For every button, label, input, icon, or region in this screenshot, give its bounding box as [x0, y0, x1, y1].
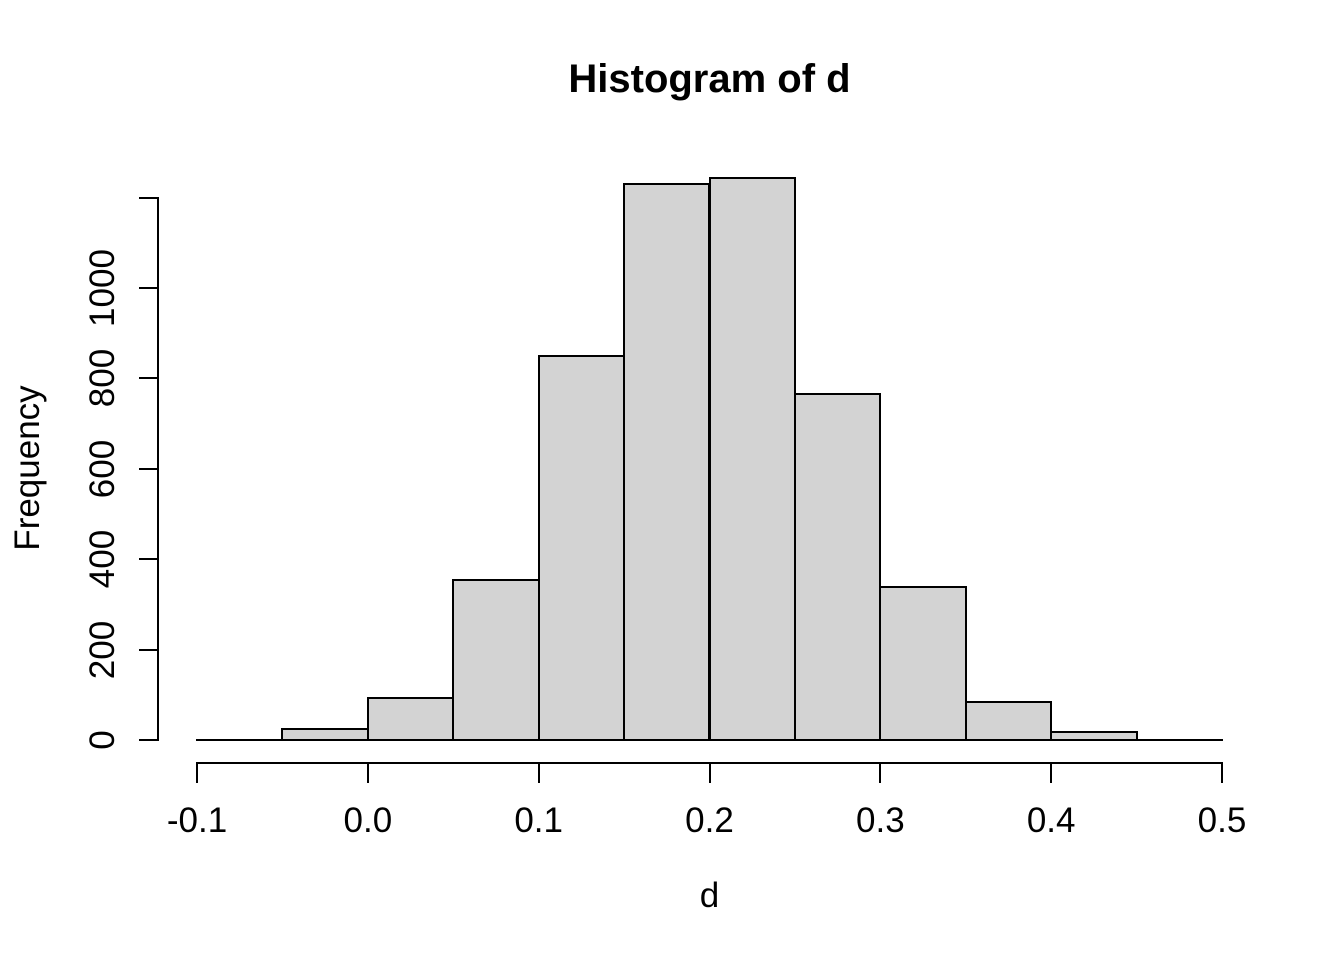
- y-tick-label: 400: [83, 529, 122, 589]
- y-tick-label: 200: [83, 620, 122, 679]
- y-axis-tick: [139, 287, 158, 289]
- y-axis-tick: [139, 377, 158, 380]
- y-axis-title: Frequency: [8, 385, 47, 551]
- x-axis-tick: [708, 763, 711, 783]
- y-tick-label: 0: [83, 730, 122, 750]
- histogram-bar: [793, 393, 882, 741]
- y-axis-tick: [139, 648, 158, 651]
- y-tick-label: 1000: [83, 249, 122, 327]
- y-axis-line: [157, 196, 159, 741]
- y-axis-tick: [139, 196, 158, 199]
- histogram-bar: [452, 578, 540, 741]
- x-tick-label: 0.0: [343, 801, 393, 840]
- histogram-bar: [964, 700, 1053, 741]
- y-axis-tick: [139, 467, 158, 470]
- x-tick-label: 0.5: [1197, 801, 1247, 840]
- histogram-bar: [537, 354, 626, 741]
- histogram-bar: [623, 182, 711, 741]
- histogram-bar: [366, 697, 455, 741]
- y-axis-tick: [139, 739, 158, 741]
- x-axis-tick: [537, 763, 540, 783]
- y-axis-tick: [139, 558, 158, 561]
- x-axis-tick: [879, 763, 882, 783]
- x-axis-tick: [366, 763, 369, 783]
- x-tick-label: 0.4: [1026, 801, 1076, 840]
- histogram-bar: [281, 728, 369, 741]
- x-axis-title: d: [699, 876, 720, 915]
- y-tick-label: 600: [83, 439, 122, 498]
- x-tick-label: 0.3: [856, 801, 905, 840]
- x-tick-label: -0.1: [166, 801, 228, 840]
- chart-title: Histogram of d: [568, 57, 851, 101]
- histogram-bar: [708, 177, 796, 741]
- y-tick-label: 800: [83, 349, 122, 408]
- x-axis-tick: [1221, 763, 1223, 783]
- x-axis-tick: [1050, 763, 1053, 783]
- x-tick-label: 0.2: [685, 801, 734, 840]
- x-axis-tick: [196, 763, 198, 783]
- x-tick-label: 0.1: [514, 801, 563, 840]
- histogram-bar: [1050, 731, 1138, 741]
- histogram-bar: [879, 585, 967, 741]
